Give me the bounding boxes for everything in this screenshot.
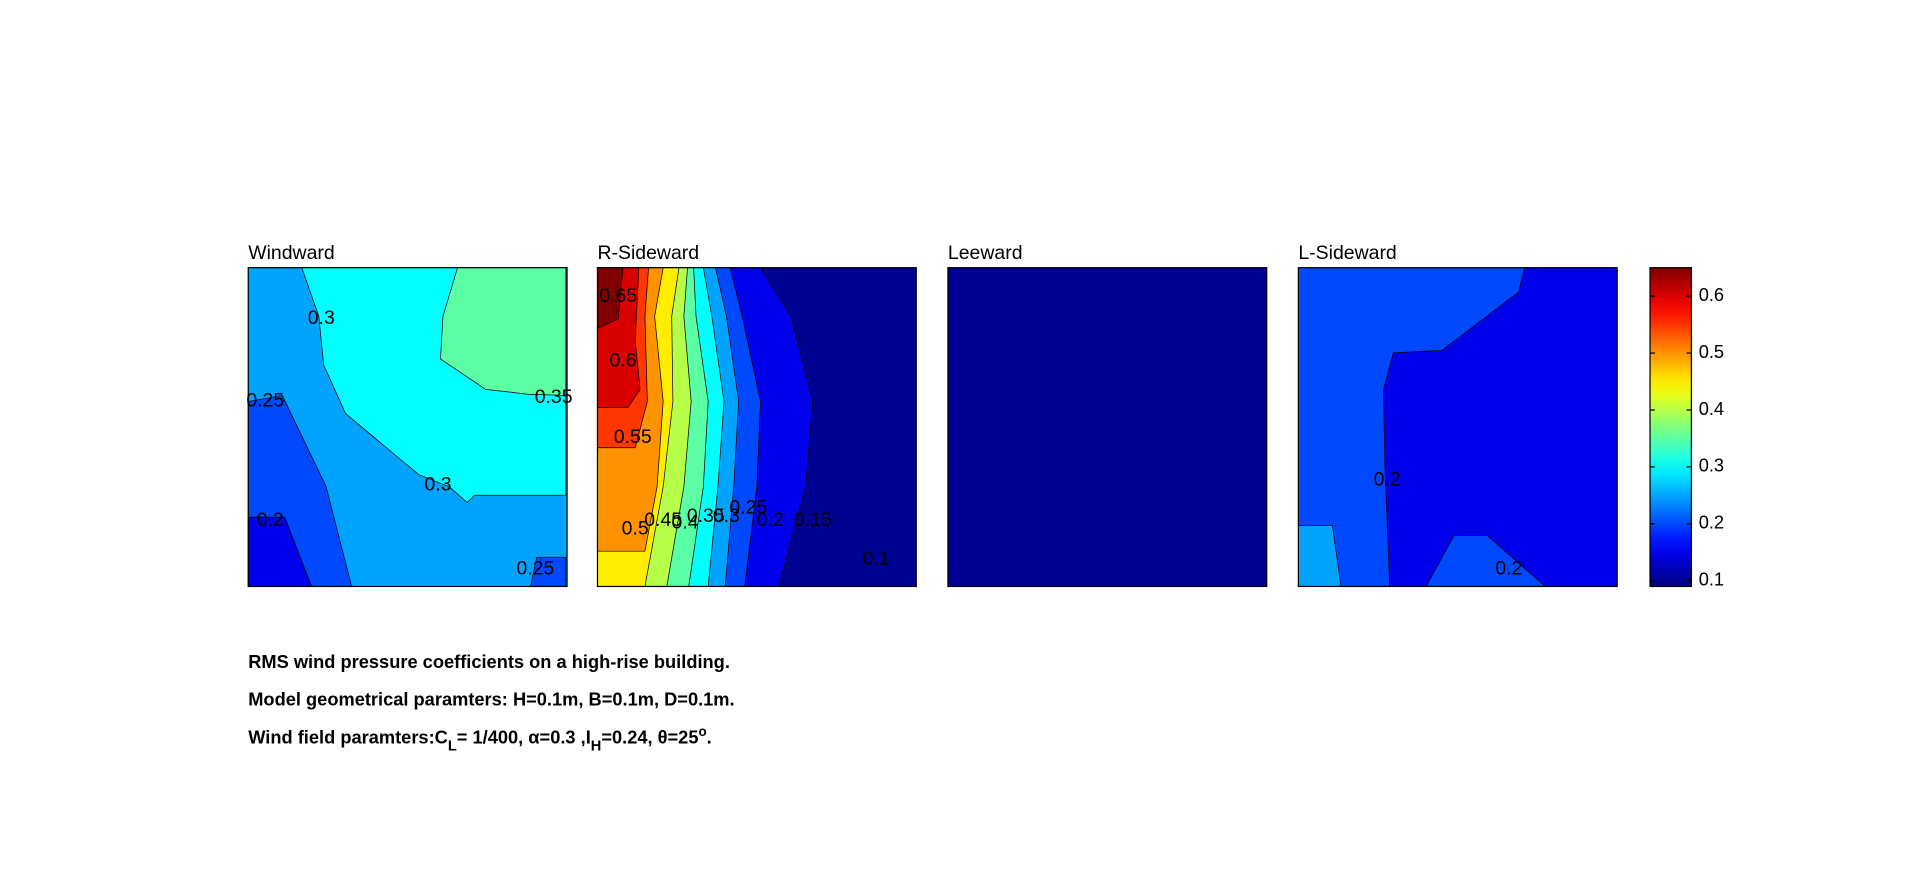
- contour-label: 0.2: [757, 509, 784, 531]
- contour-label: 0.2: [1495, 558, 1522, 580]
- caption: Wind field paramters:CL= 1/400, α=0.3 ,I…: [248, 724, 711, 755]
- contour-label: 0.25: [729, 497, 767, 519]
- colorbar-tick-label: 0.1: [1699, 569, 1724, 590]
- colorbar-tick-label: 0.6: [1699, 284, 1724, 305]
- colorbar: [1649, 267, 1693, 588]
- caption: Model geometrical paramters: H=0.1m, B=0…: [248, 689, 734, 710]
- contour-label: 0.3: [713, 505, 740, 527]
- colorbar-tick-label: 0.3: [1699, 455, 1724, 476]
- contour-label: 0.2: [257, 509, 284, 531]
- axes-box: [1297, 267, 1618, 588]
- panel-title: R-Sideward: [597, 242, 699, 264]
- contour-label: 0.25: [246, 390, 284, 412]
- caption-part: H: [591, 739, 602, 755]
- axes-box: [247, 267, 568, 588]
- panel-title: Windward: [248, 242, 335, 264]
- contour-label: 0.45: [644, 509, 682, 531]
- contour-label: 0.6: [609, 350, 636, 372]
- contour-label: 0.5: [622, 517, 649, 539]
- caption-part: Model geometrical paramters: H=0.1m, B=0…: [248, 689, 734, 710]
- axes-box: [596, 267, 917, 588]
- contour-label: 0.35: [535, 386, 573, 408]
- contour-label: 0.4: [672, 511, 699, 533]
- caption: RMS wind pressure coefficients on a high…: [248, 651, 730, 672]
- colorbar-tick-label: 0.4: [1699, 398, 1724, 419]
- contour-label: 0.1: [863, 548, 890, 570]
- panel: [947, 267, 1268, 588]
- contour-label: 0.3: [425, 474, 452, 496]
- caption-part: Wind field paramters:C: [248, 726, 448, 747]
- contour-label: 0.55: [614, 426, 652, 448]
- contour-label: 0.35: [687, 505, 725, 527]
- axes-box: [947, 267, 1268, 588]
- caption-part: = 1/400, α=0.3 ,I: [457, 726, 591, 747]
- panel: [1297, 267, 1618, 588]
- contour-label: 0.3: [308, 307, 335, 329]
- contour-label: 0.2: [1374, 469, 1401, 491]
- colorbar-tick-label: 0.2: [1699, 512, 1724, 533]
- panel: [247, 267, 568, 588]
- panel-title: L-Sideward: [1298, 242, 1396, 264]
- contour-label: 0.25: [516, 558, 554, 580]
- caption-part: o: [698, 724, 706, 739]
- caption-part: RMS wind pressure coefficients on a high…: [248, 651, 730, 672]
- contour-region: [440, 267, 567, 396]
- panel-title: Leeward: [948, 242, 1023, 264]
- caption-part: L: [448, 739, 457, 755]
- contour-label: 0.15: [794, 509, 832, 531]
- caption-part: =0.24, θ=25: [601, 726, 698, 747]
- contour-label: 0.65: [599, 285, 637, 307]
- caption-part: .: [707, 726, 712, 747]
- panel: [596, 267, 917, 588]
- contour-region: [947, 267, 1267, 587]
- colorbar-tick-label: 0.5: [1699, 341, 1724, 362]
